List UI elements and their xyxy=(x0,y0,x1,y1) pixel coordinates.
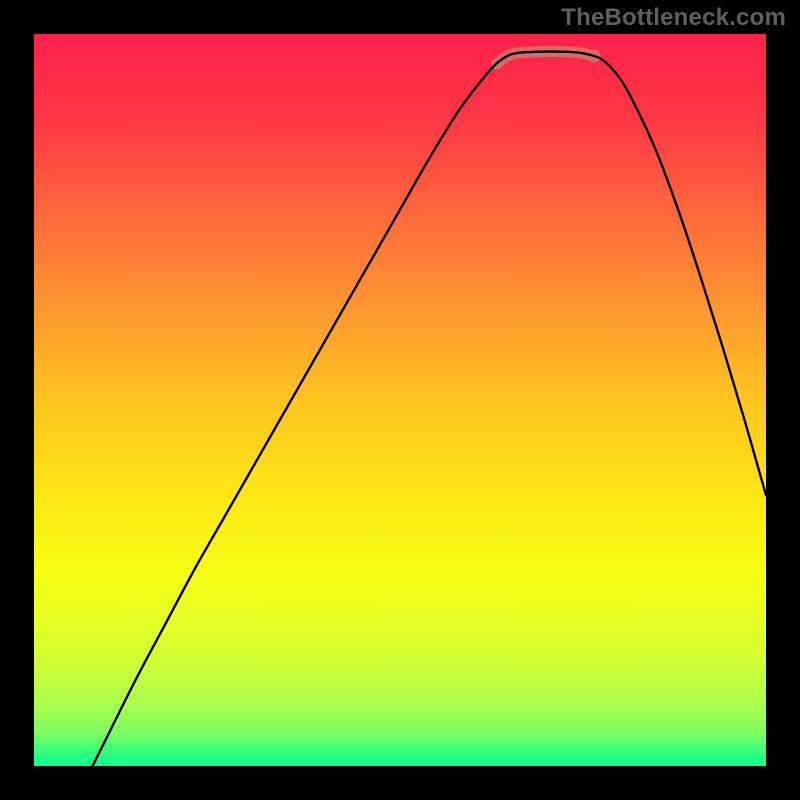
plot-area xyxy=(34,34,766,766)
gradient-background xyxy=(34,34,766,766)
chart-frame: TheBottleneck.com xyxy=(0,0,800,800)
watermark-text: TheBottleneck.com xyxy=(561,4,786,32)
chart-svg xyxy=(34,34,766,766)
